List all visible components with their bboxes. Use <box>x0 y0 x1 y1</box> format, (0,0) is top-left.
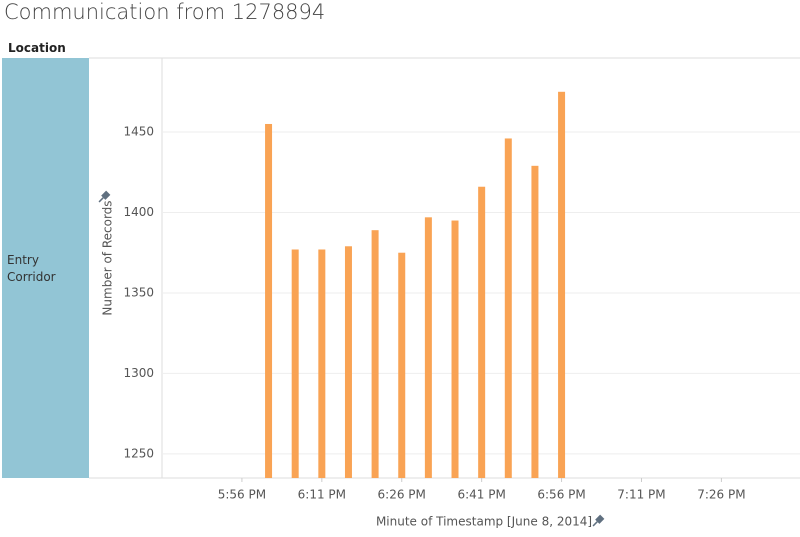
bar <box>291 249 299 478</box>
bar <box>531 165 539 478</box>
x-tick-label: 7:26 PM <box>697 488 745 502</box>
row-label: Entry Corridor <box>7 253 56 284</box>
x-tick-label: 6:56 PM <box>537 488 585 502</box>
x-axis-label: Minute of Timestamp [June 8, 2014] <box>376 515 592 529</box>
title: Communication from 1278894 <box>4 0 326 24</box>
y-tick-label: 1250 <box>123 446 154 460</box>
y-tick-label: 1450 <box>123 125 154 139</box>
bar <box>344 246 352 478</box>
y-tick-label: 1350 <box>123 285 154 299</box>
bar <box>424 217 432 478</box>
x-tick-label: 5:56 PM <box>218 488 266 502</box>
bar <box>478 186 486 478</box>
bar <box>451 220 459 478</box>
row-header: Location <box>8 41 66 55</box>
y-tick-label: 1300 <box>123 366 154 380</box>
pin-icon[interactable] <box>97 190 111 204</box>
x-tick-label: 6:26 PM <box>378 488 426 502</box>
bar <box>504 138 512 478</box>
bar <box>318 249 326 478</box>
row-band <box>2 58 89 478</box>
y-tick-label: 1400 <box>123 205 154 219</box>
x-tick-label: 6:11 PM <box>298 488 346 502</box>
x-tick-label: 6:41 PM <box>457 488 505 502</box>
bar <box>371 230 379 478</box>
x-tick-label: 7:11 PM <box>617 488 665 502</box>
bar <box>558 91 566 479</box>
y-axis-label: Number of Records <box>101 200 115 315</box>
bar <box>265 123 273 478</box>
pin-icon[interactable] <box>591 514 605 528</box>
bar <box>398 252 406 478</box>
